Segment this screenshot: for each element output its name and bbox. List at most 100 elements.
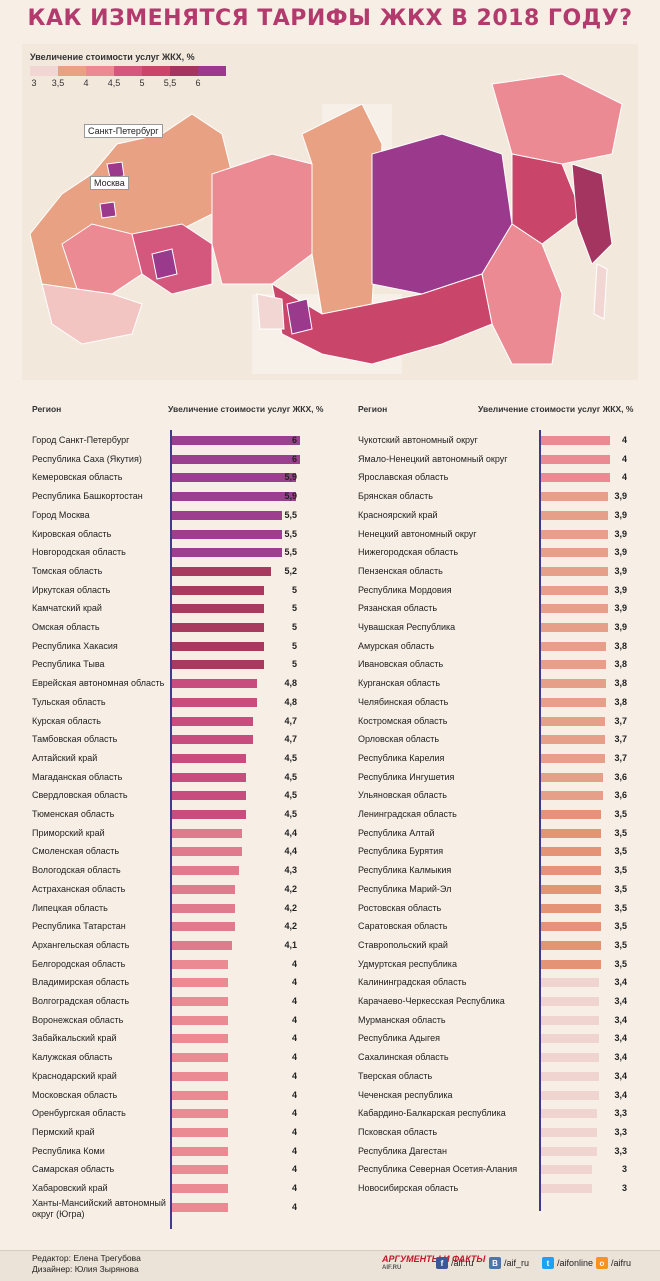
bar-value-label: 3,4: [614, 1033, 627, 1044]
bar-category-label: Республика Марий-Эл: [358, 883, 452, 894]
bar: [172, 1034, 228, 1044]
bar: [541, 623, 609, 632]
bar-value-label: 3,4: [614, 996, 627, 1006]
social-link-text: /aif.ru: [451, 1258, 474, 1268]
legend-ticks: 3 3,5 4 4,5 5 5,5 6: [30, 78, 210, 90]
social-link[interactable]: f/aif.ru: [436, 1257, 474, 1269]
bar-category-label: Магаданская область: [32, 771, 123, 782]
bar-category-label: Астраханская область: [32, 883, 126, 894]
bar-category-label: Республика Калмыкия: [358, 865, 452, 876]
bar-value-label: 3,9: [614, 622, 627, 632]
bar-category-label: Город Санкт-Петербург: [32, 435, 130, 445]
bar-value-label: 3,9: [614, 565, 627, 576]
bar-value-label: 4: [291, 1070, 297, 1081]
bar-value-label: 5: [291, 622, 297, 632]
bar: [541, 903, 601, 913]
bar: [541, 772, 603, 782]
legend-title: Увеличение стоимости услуг ЖКХ, %: [30, 52, 195, 62]
bar-category-label: Московская область: [32, 1089, 118, 1100]
bar: [172, 1090, 228, 1100]
bar-value-label: 3,6: [614, 790, 627, 801]
legend-tick: 4,5: [107, 78, 121, 88]
bar-value-label: 4: [291, 1183, 297, 1193]
bar-category-label: Республика Алтай: [358, 827, 435, 838]
bar-category-label: Костромская область: [358, 715, 448, 726]
facebook-icon: f: [436, 1257, 448, 1269]
region-magadan: [511, 153, 583, 245]
bar-category-label: Саратовская область: [358, 921, 448, 932]
bar: [172, 903, 236, 913]
map-regions: [29, 73, 623, 374]
bar-value-label: 4: [291, 1108, 297, 1119]
social-link[interactable]: t/aifonline: [542, 1257, 593, 1269]
bar-category-label: Республика Татарстан: [32, 921, 126, 932]
bar: [172, 810, 246, 819]
bar-value-label: 3,5: [614, 902, 627, 913]
bar: [172, 1015, 228, 1025]
bar-value-label: 3,5: [614, 958, 627, 969]
legend-tick: 3: [31, 78, 37, 88]
legend-swatch: [30, 66, 58, 76]
bar-category-label: Карачаево-Черкесская Республика: [358, 996, 505, 1006]
credits: Редактор: Елена Трегубова Дизайнер: Юлия…: [32, 1253, 141, 1275]
bar: [172, 978, 228, 988]
bar-category-label: Республика Бурятия: [358, 846, 444, 857]
region-bashkortostan: [151, 248, 178, 280]
bar: [172, 1109, 228, 1119]
bar-value-label: 4: [291, 1164, 297, 1175]
bar: [541, 473, 610, 483]
bar-value-label: 4: [621, 453, 627, 464]
bar-category-label: Республика Карелия: [358, 752, 445, 763]
bar-category-label: Амурская область: [358, 640, 435, 651]
bar: [541, 866, 601, 876]
bar-category-label: Тверская область: [358, 1070, 433, 1081]
bar: [541, 1184, 592, 1193]
bar-value-label: 4: [291, 996, 297, 1006]
social-link[interactable]: о/aifru: [596, 1257, 631, 1269]
bar: [541, 641, 607, 651]
bar-category-label: Республика Адыгея: [358, 1033, 440, 1044]
bar-value-label: 5: [291, 603, 297, 614]
bar-value-label: 3,8: [614, 659, 627, 670]
bar-category-label: Калининградская область: [358, 977, 467, 988]
bar-value-label: 3,7: [614, 734, 627, 745]
bar: [541, 959, 601, 969]
bar: [541, 548, 609, 558]
editor-credit: Редактор: Елена Трегубова: [32, 1253, 141, 1263]
bar-value-label: 4: [291, 1201, 297, 1212]
social-link[interactable]: В/aif_ru: [489, 1257, 529, 1269]
right-col-increase-header: Увеличение стоимости услуг ЖКХ, %: [478, 404, 634, 414]
bar-value-label: 6: [291, 435, 297, 445]
bar-category-label: Республика Хакасия: [32, 640, 118, 651]
bar: [541, 940, 601, 950]
bar: [541, 1015, 600, 1025]
bar: [172, 604, 264, 614]
bar-value-label: 3,5: [614, 865, 627, 876]
bar: [541, 436, 610, 445]
bar-value-label: 4,5: [284, 752, 297, 763]
region-south: [41, 283, 143, 345]
bar-category-label: Краснодарский край: [32, 1070, 117, 1081]
bar: [172, 884, 236, 894]
bar: [172, 1165, 228, 1175]
bar: [541, 1034, 600, 1044]
bar: [541, 1090, 600, 1100]
bar-value-label: 5,9: [284, 472, 297, 483]
bar: [172, 510, 282, 520]
bar: [541, 454, 610, 464]
bar-value-label: 3: [621, 1183, 627, 1193]
bar: [172, 735, 254, 745]
bar-value-label: 3,7: [614, 752, 627, 763]
bar-category-label: Брянская область: [358, 491, 433, 502]
bar: [172, 791, 246, 801]
bar-value-label: 3,5: [614, 883, 627, 894]
title-bar: КАК ИЗМЕНЯТСЯ ТАРИФЫ ЖКХ В 2018 ГОДУ?: [0, 0, 660, 40]
map-label-moscow: Москва: [90, 176, 129, 190]
bar: [541, 585, 609, 595]
bar-category-label: Город Москва: [32, 509, 90, 520]
bar-category-label: Липецкая область: [32, 902, 108, 913]
bar-category-label: Чукотский автономный округ: [358, 435, 478, 445]
bar: [172, 997, 228, 1006]
bar-value-label: 4,2: [284, 921, 297, 932]
region-far-east: [481, 223, 563, 365]
